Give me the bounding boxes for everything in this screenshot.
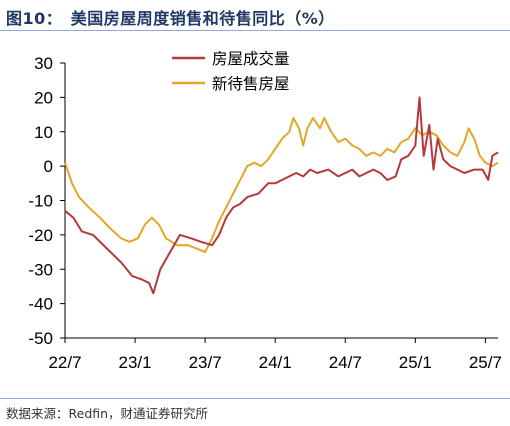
x-tick-label: 22/7 [48,353,81,372]
y-tick-label: -40 [28,295,53,314]
y-tick-label: -10 [28,192,53,211]
series-line-new-listings [64,117,499,254]
legend-label: 房屋成交量 [212,50,290,68]
x-tick-label: 25/1 [399,353,432,372]
y-tick-label: -30 [28,260,53,279]
x-tick-label: 24/1 [259,353,292,372]
y-tick-label: -20 [28,226,53,245]
y-tick-label: 10 [34,123,53,142]
y-tick-label: -50 [28,329,53,348]
x-tick-label: 24/7 [329,353,362,372]
y-tick-label: 30 [34,54,53,73]
source-note: 数据来源：Redfin，财通证券研究所 [6,406,209,421]
x-tick-label: 23/1 [119,353,152,372]
header-divider [0,30,510,31]
x-tick-label: 23/7 [189,353,222,372]
y-tick-label: 20 [34,88,53,107]
footer-divider [0,398,510,399]
y-tick-label: 0 [44,157,53,176]
plot-area: 30 20 10 0 -10 -20 -30 -40 -50 22/7 23/1 23/7 24/1 24… [28,50,502,372]
figure-title: 图10： 美国房屋周度销售和待售同比（%） [6,9,335,28]
legend-label: 新待售房屋 [212,75,290,93]
line-chart: 30 20 10 0 -10 -20 -30 -40 -50 22/7 23/1 23/7 24/1 24… [28,50,502,372]
figure-header: 图10： 美国房屋周度销售和待售同比（%） [0,0,510,30]
series-line-sales [64,96,499,295]
x-tick-label: 25/7 [469,353,502,372]
